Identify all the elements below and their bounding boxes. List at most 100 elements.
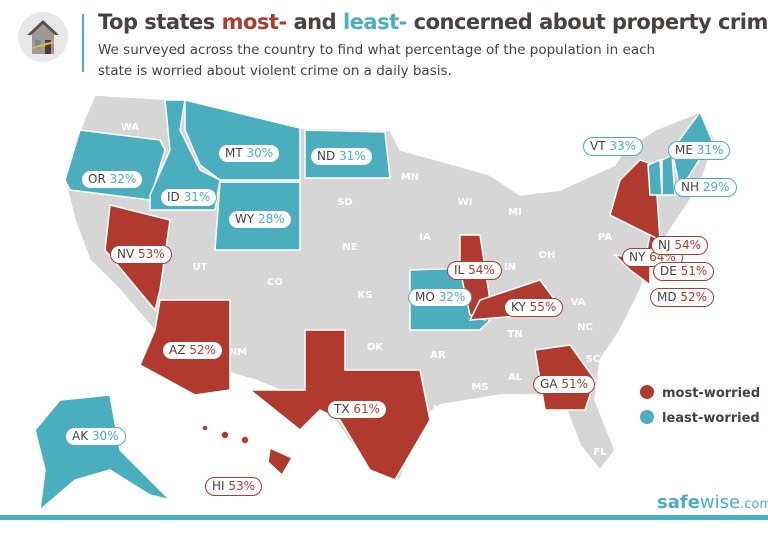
state-value-label-nj: NJ 54% [651, 236, 709, 255]
state-abbr: AZ [169, 343, 186, 357]
state-percent: 31% [183, 190, 211, 204]
state-label-ar: AR [430, 350, 446, 361]
state-value-label-mt: MT 30% [218, 144, 281, 163]
state-abbr: WY [235, 212, 255, 226]
state-label-mi: MI [508, 207, 522, 218]
page-subtitle: We surveyed across the country to find w… [98, 42, 656, 79]
state-value-label-de: DE 51% [653, 262, 715, 281]
state-label-sd: SD [337, 197, 353, 208]
state-percent: 30% [91, 429, 119, 443]
state-percent: 55% [529, 300, 557, 314]
state-percent: 32% [438, 290, 466, 304]
state-label-ia: IA [419, 232, 431, 243]
legend-least: least-worried [640, 410, 760, 426]
state-nh [661, 153, 676, 196]
state-label-ca: CA [87, 282, 102, 293]
legend-most: most-worried [640, 385, 760, 401]
state-abbr: AK [72, 429, 89, 443]
state-percent: 53% [228, 479, 256, 493]
state-abbr: ME [675, 143, 693, 157]
title-divider [82, 14, 84, 72]
state-abbr: KY [511, 300, 526, 314]
state-label-mn: MN [401, 172, 419, 183]
state-label-co: CO [267, 277, 283, 288]
footer-bar [0, 515, 768, 520]
state-abbr: NH [681, 180, 699, 194]
state-percent: 31% [339, 149, 366, 163]
state-percent: 51% [680, 264, 708, 278]
state-percent: 61% [353, 402, 381, 416]
state-abbr: MT [225, 146, 243, 160]
state-percent: 54% [674, 238, 702, 252]
state-abbr: VT [590, 139, 606, 153]
red-dot-icon [640, 385, 654, 399]
state-label-va: VA [571, 297, 586, 308]
state-percent: 54% [468, 263, 495, 277]
state-label-tn: TN [507, 329, 522, 340]
state-value-label-nh: NH 29% [674, 178, 737, 197]
state-or [64, 129, 166, 201]
state-label-al: AL [508, 372, 523, 383]
state-value-label-or: OR 32% [81, 170, 144, 189]
state-label-wi: WI [458, 197, 473, 208]
state-abbr: IL [454, 263, 465, 277]
state-label-nm: NM [229, 347, 247, 358]
state-value-label-vt: VT 33% [583, 137, 644, 156]
state-percent: 51% [561, 377, 589, 391]
state-percent: 30% [246, 146, 274, 160]
state-percent: 33% [609, 139, 637, 153]
state-value-label-il: IL 54% [447, 261, 502, 280]
state-percent: 31% [696, 143, 724, 157]
state-abbr: NV [117, 247, 135, 261]
state-value-label-tx: TX 61% [327, 400, 388, 419]
teal-dot-icon [640, 410, 654, 424]
state-label-nc: NC [577, 322, 593, 333]
state-label-ne: NE [342, 242, 357, 253]
state-value-label-nd: ND 31% [310, 147, 373, 166]
state-label-fl: FL [593, 447, 607, 458]
state-hi [201, 424, 294, 477]
state-value-label-az: AZ 52% [162, 341, 223, 360]
state-abbr: ID [167, 190, 180, 204]
state-label-ms: MS [471, 382, 488, 393]
state-abbr: MD [657, 290, 677, 304]
state-label-ks: KS [358, 290, 373, 301]
state-ak [34, 394, 173, 512]
page-title: Top states most- and least- concerned ab… [98, 10, 768, 34]
state-abbr: HI [212, 479, 225, 493]
state-value-label-wy: WY 28% [228, 210, 292, 229]
state-label-pa: PA [598, 232, 612, 243]
state-abbr: MO [415, 290, 435, 304]
state-label-oh: OH [539, 250, 556, 261]
safewise-logo: safewise.com [657, 492, 768, 513]
state-label-ok: OK [367, 342, 385, 353]
state-percent: 52% [680, 290, 708, 304]
state-abbr: ND [317, 149, 336, 163]
state-id [149, 99, 221, 211]
state-abbr: GA [540, 377, 558, 391]
state-percent: 29% [702, 180, 730, 194]
state-label-sc: SC [586, 354, 601, 365]
house-logo-icon [18, 12, 68, 62]
state-abbr: NJ [658, 238, 671, 252]
state-value-label-me: ME 31% [668, 141, 731, 160]
state-value-label-id: ID 31% [160, 188, 218, 207]
state-label-in: IN [504, 262, 516, 273]
state-label-ut: UT [193, 262, 208, 273]
state-label-wa: WA [121, 122, 140, 133]
state-abbr: DE [660, 264, 677, 278]
state-percent: 53% [138, 247, 165, 261]
state-abbr: NY [629, 250, 646, 264]
state-value-label-ky: KY 55% [504, 298, 564, 317]
state-value-label-nv: NV 53% [110, 245, 172, 264]
state-percent: 32% [109, 172, 137, 186]
state-value-label-ak: AK 30% [65, 427, 126, 446]
state-percent: 52% [189, 343, 216, 357]
state-value-label-hi: HI 53% [205, 477, 263, 496]
state-vt [647, 158, 663, 196]
state-abbr: TX [334, 402, 350, 416]
state-percent: 28% [258, 212, 285, 226]
state-value-label-ga: GA 51% [533, 375, 596, 394]
state-abbr: OR [88, 172, 106, 186]
